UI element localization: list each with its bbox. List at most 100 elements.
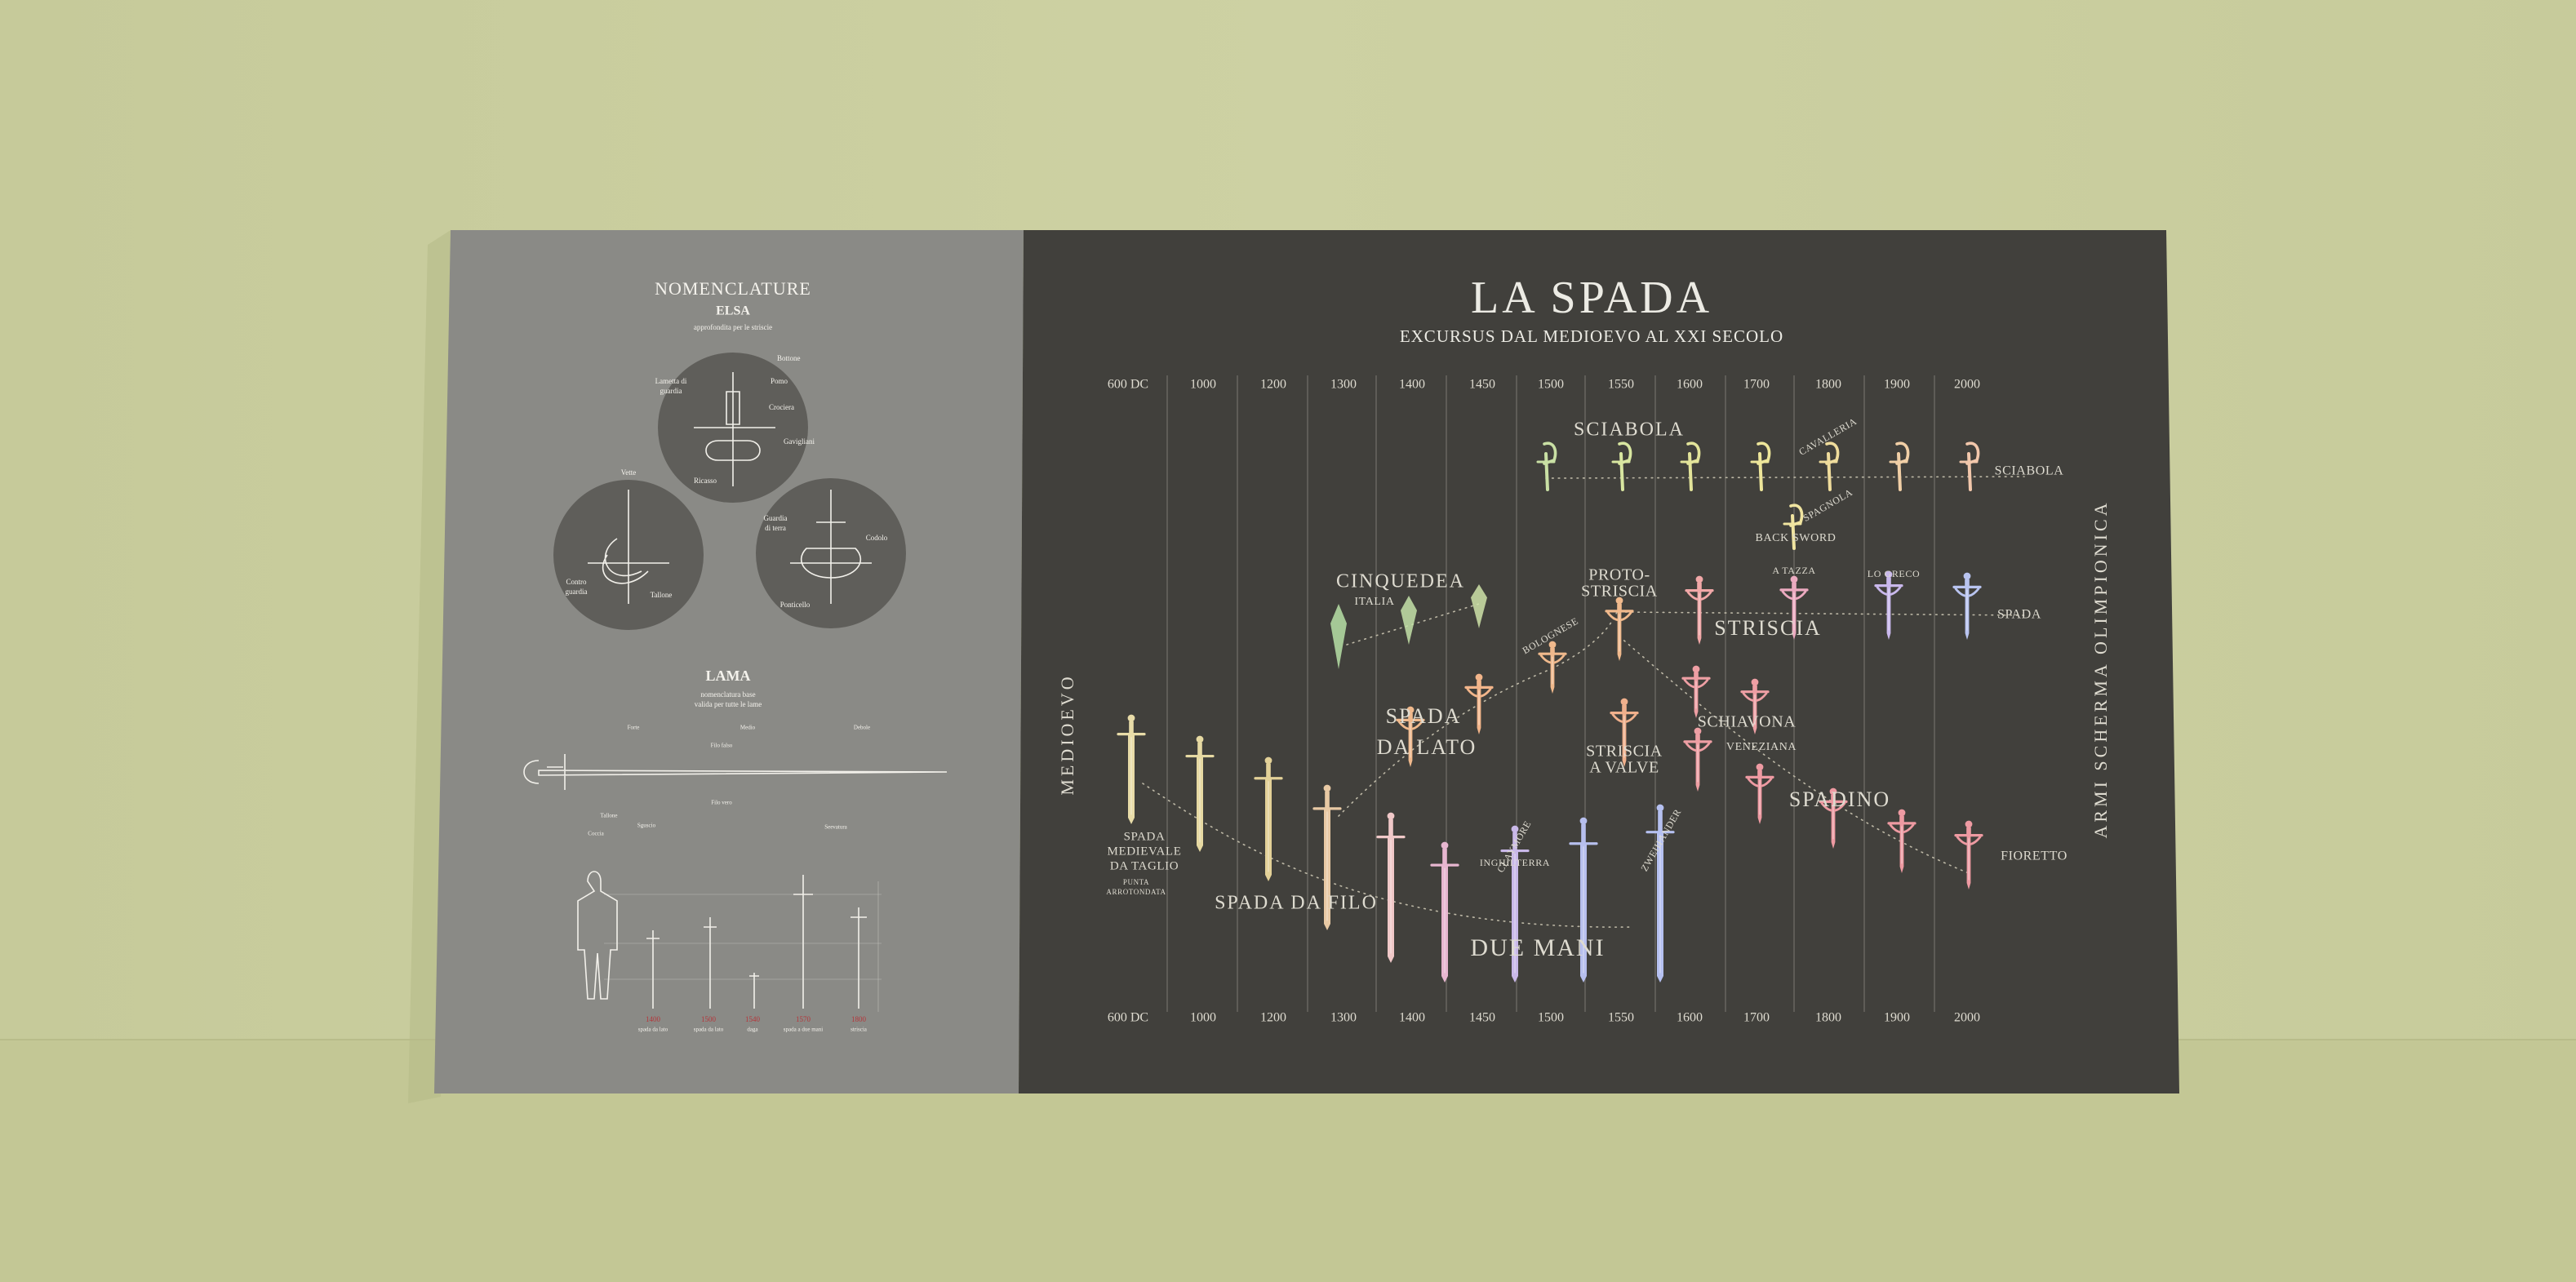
lama-label: Forte bbox=[628, 725, 640, 731]
lama-label: Tallone bbox=[601, 813, 618, 819]
timeline-bottom: 1300 bbox=[1330, 1011, 1357, 1025]
hilt bbox=[1686, 441, 1701, 465]
sword bbox=[1610, 698, 1639, 767]
sword bbox=[1952, 572, 1982, 640]
pommel bbox=[1898, 809, 1906, 817]
lama-label: Filo vero bbox=[711, 800, 732, 806]
sword-label: STRISCIA bbox=[1581, 583, 1658, 601]
pommel bbox=[1615, 597, 1623, 605]
hilt bbox=[1618, 441, 1632, 465]
pommel bbox=[1790, 575, 1798, 583]
timeline-bottom: 1700 bbox=[1743, 1011, 1770, 1025]
sword-label: A VALVE bbox=[1589, 759, 1659, 777]
sword bbox=[1117, 714, 1146, 824]
timeline-top: 1800 bbox=[1815, 378, 1841, 392]
blade bbox=[1544, 452, 1549, 491]
lama-label: Sguscio bbox=[637, 823, 656, 829]
pommel bbox=[1323, 784, 1331, 792]
timeline-top: 600 DC bbox=[1108, 378, 1148, 392]
blade bbox=[1791, 514, 1796, 550]
scale-name: striscia bbox=[851, 1027, 868, 1033]
swords bbox=[1117, 441, 1983, 983]
sword-label: SPADA bbox=[1997, 608, 2041, 622]
scale-year: 1500 bbox=[701, 1015, 717, 1023]
pommel bbox=[1406, 706, 1415, 714]
blade bbox=[1619, 452, 1624, 491]
sword bbox=[1779, 575, 1809, 640]
left-panel bbox=[434, 230, 1024, 1093]
grip bbox=[1965, 579, 1970, 588]
hilt bbox=[1757, 441, 1771, 465]
sword-label: SCHIAVONA bbox=[1698, 713, 1797, 731]
left-drawings bbox=[523, 353, 948, 1012]
pommel bbox=[1127, 714, 1135, 722]
pommel bbox=[1963, 572, 1971, 580]
timeline-bottom: 1550 bbox=[1608, 1011, 1634, 1025]
sword bbox=[1646, 804, 1675, 983]
grip bbox=[1408, 713, 1413, 721]
lama-title: LAMA bbox=[706, 668, 751, 684]
timeline-top: 1200 bbox=[1260, 378, 1286, 392]
scale-year: 1800 bbox=[851, 1015, 867, 1023]
blade bbox=[1471, 584, 1487, 628]
lama-label: Medio bbox=[740, 725, 756, 731]
grip bbox=[1899, 816, 1904, 823]
elsa-subtitle: approfondita per le striscie bbox=[694, 323, 772, 331]
sword-label: PUNTA bbox=[1123, 878, 1149, 886]
pommel bbox=[1656, 804, 1664, 812]
lama-subtitle: valida per tutte le lame bbox=[695, 700, 762, 708]
blade bbox=[1897, 452, 1902, 491]
grip bbox=[1388, 819, 1393, 837]
elsa-label: Gavigliani bbox=[784, 437, 815, 446]
sword bbox=[1750, 441, 1771, 491]
timeline-bottom: 1500 bbox=[1538, 1011, 1564, 1025]
blade bbox=[1688, 452, 1693, 491]
right-panel bbox=[1019, 230, 2179, 1093]
timeline-top: 1900 bbox=[1884, 378, 1910, 392]
grip bbox=[1266, 764, 1271, 779]
sword bbox=[1401, 596, 1417, 645]
sword bbox=[1740, 678, 1770, 734]
elsa-label: di terra bbox=[765, 524, 786, 532]
sword bbox=[1376, 812, 1406, 963]
sword-label: SPADINO bbox=[1789, 787, 1890, 811]
side-label: MEDIOEVO bbox=[1057, 673, 1077, 795]
scale-year: 1400 bbox=[646, 1015, 661, 1023]
sword bbox=[1254, 756, 1283, 881]
sword bbox=[1683, 727, 1712, 792]
poster-subtitle: EXCURSUS DAL MEDIOEVO AL XXI SECOLO bbox=[1400, 326, 1783, 346]
hilt bbox=[1789, 503, 1804, 527]
grip bbox=[1697, 583, 1702, 591]
lama-label: Debole bbox=[854, 725, 870, 731]
elsa-label: Contro bbox=[566, 578, 587, 586]
grip bbox=[1512, 832, 1517, 851]
timeline-top: 1600 bbox=[1677, 378, 1703, 392]
sword bbox=[1954, 820, 1983, 889]
sword bbox=[1874, 570, 1903, 640]
pommel bbox=[1965, 820, 1973, 828]
timeline-top: 1400 bbox=[1399, 378, 1425, 392]
sword bbox=[1611, 441, 1632, 491]
scale-year: 1570 bbox=[796, 1015, 811, 1023]
sword bbox=[1430, 841, 1459, 983]
sword bbox=[1500, 825, 1530, 983]
timeline-bottom: 1000 bbox=[1190, 1011, 1216, 1025]
hilt bbox=[1895, 441, 1910, 465]
timeline-bottom: 1800 bbox=[1815, 1011, 1841, 1025]
grip bbox=[1752, 685, 1757, 692]
sword bbox=[1681, 665, 1711, 718]
sword-label: SPADA bbox=[1124, 830, 1166, 843]
grip bbox=[1550, 648, 1555, 654]
sword-label: INGHILTERRA bbox=[1480, 857, 1550, 868]
pommel bbox=[1751, 678, 1759, 686]
sword bbox=[1185, 735, 1215, 852]
elsa-label: Ponticello bbox=[780, 601, 811, 609]
sword-label: ITALIA bbox=[1354, 596, 1394, 608]
timeline-bottom: 1400 bbox=[1399, 1011, 1425, 1025]
elsa-label: Lametta di bbox=[655, 377, 687, 385]
sword-label: DA TAGLIO bbox=[1110, 859, 1179, 872]
timeline-bottom: 600 DC bbox=[1108, 1011, 1148, 1025]
sword-label: BACK SWORD bbox=[1756, 532, 1837, 544]
